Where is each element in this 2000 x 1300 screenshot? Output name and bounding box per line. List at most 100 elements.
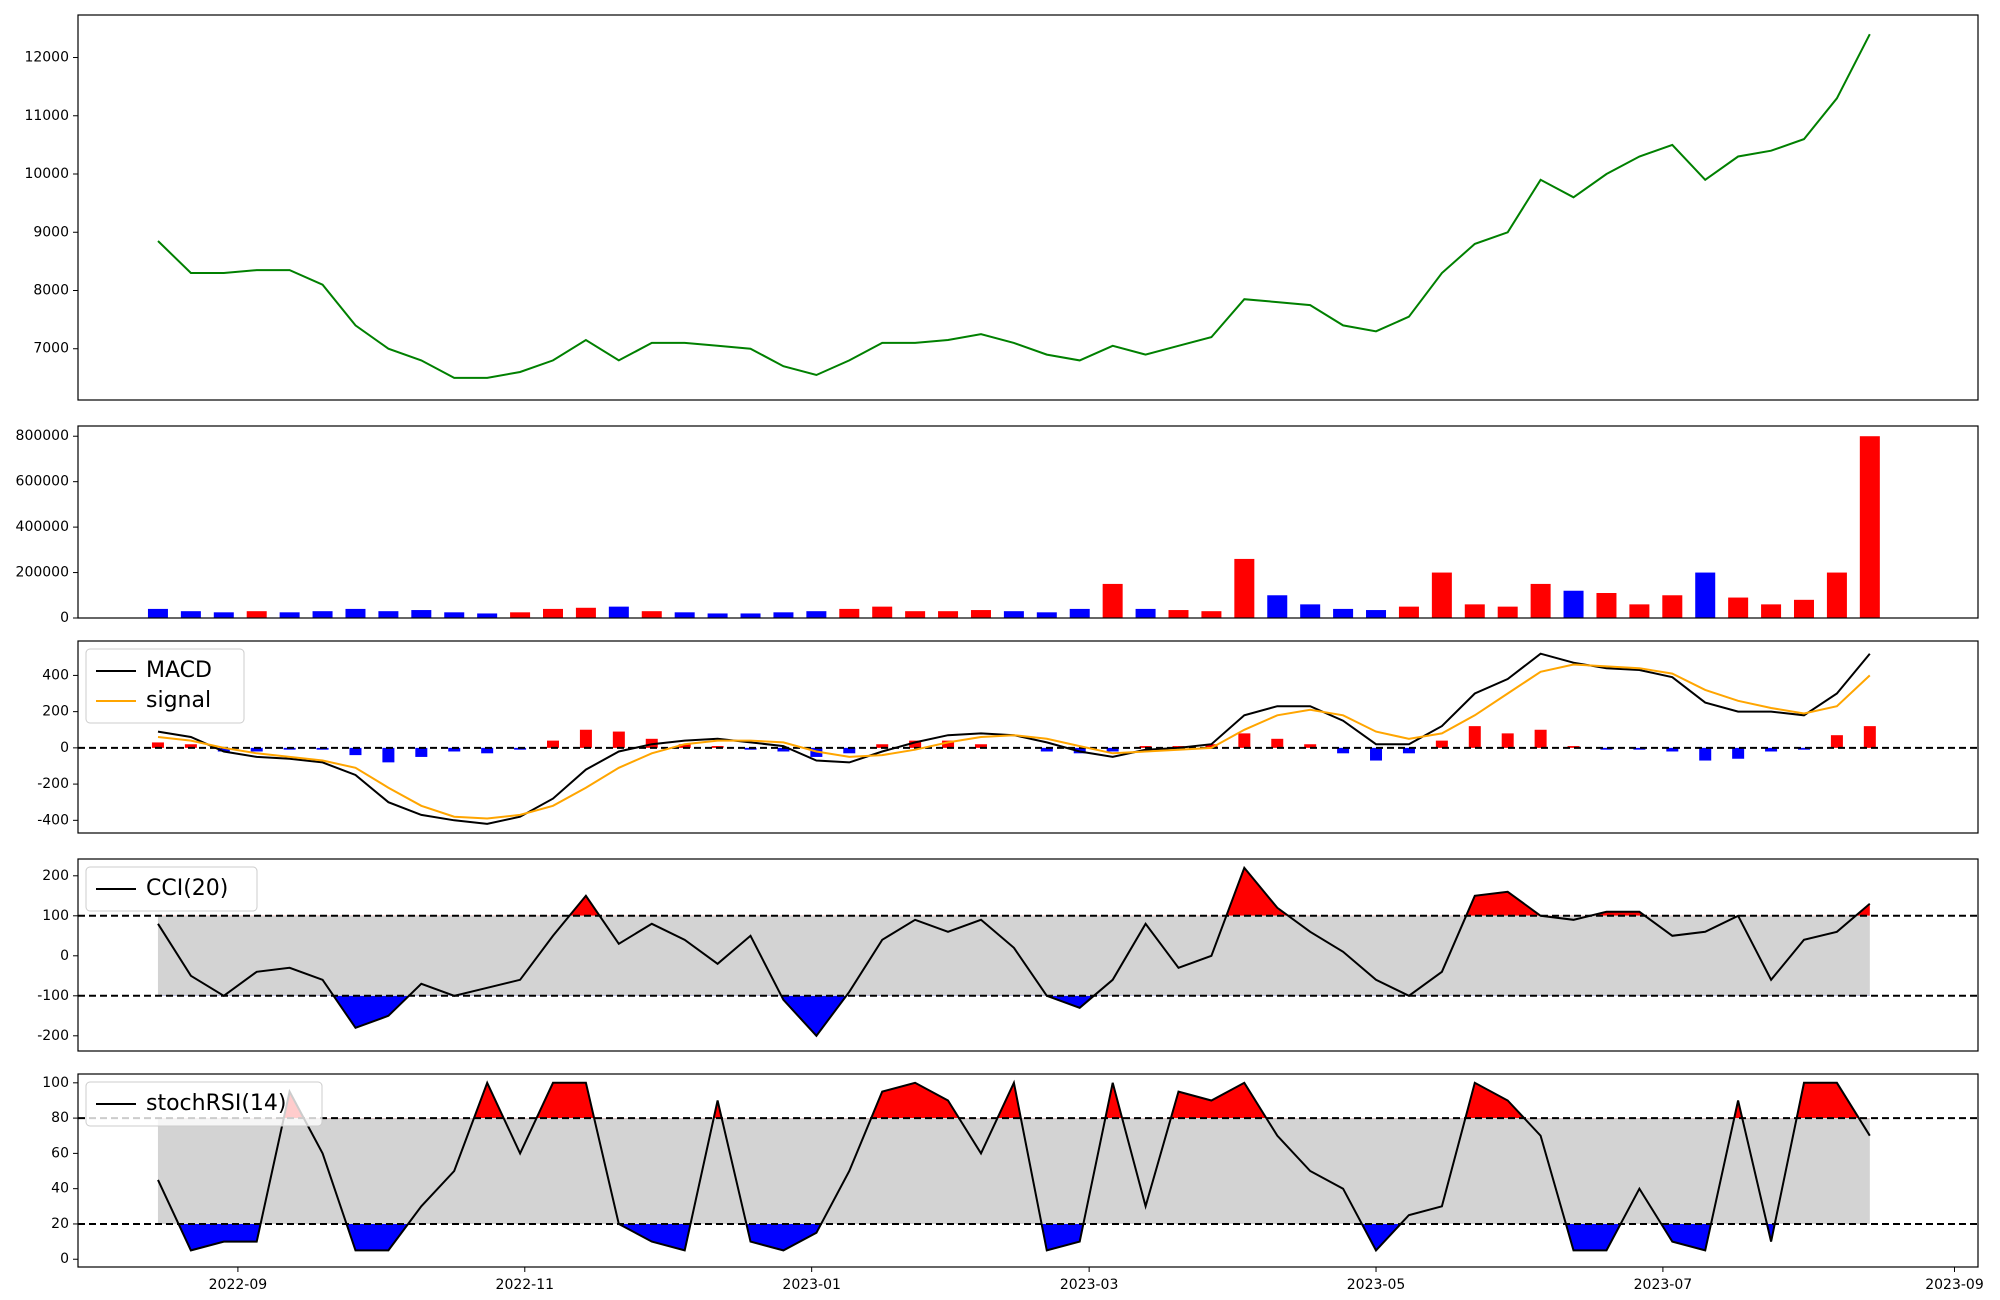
histogram-bar [1633,747,1646,750]
indicator-line [157,652,1871,825]
indicator-line [157,865,1871,1038]
volume-bar [970,610,991,618]
volume-bar [1102,583,1123,618]
histogram-bar [1106,747,1119,752]
y-tick-label: 8000 [33,282,69,298]
y-tick-label: -200 [37,1028,69,1044]
legend-box [85,866,258,912]
y-tick-label: 0 [60,1251,69,1267]
volume-bar [1497,606,1518,618]
volume-bar [1398,606,1419,618]
volume-bar [1003,611,1024,618]
y-tick-label: 40 [51,1181,69,1197]
volume-bar [1069,608,1090,618]
y-tick-label: 400 [42,667,69,683]
volume-bar [1333,608,1354,618]
volume-bar [345,608,366,618]
legend-label: MACD [146,658,212,683]
y-tick-label: 20 [51,1216,69,1232]
volume-bar [1859,436,1880,618]
histogram-bar [151,742,164,748]
volume-bar [411,610,432,618]
volume-bar [1530,583,1551,618]
histogram-bar [1205,744,1218,748]
volume-bar [444,612,465,618]
volume-bar [806,611,827,618]
volume-bar [1431,572,1452,618]
volume-bar [740,613,761,618]
volume-bar [477,613,498,618]
legend-box [85,648,245,724]
volume-bar [1300,604,1321,618]
panel-frame [77,858,1979,1052]
volume-bar [674,612,695,618]
panel-frame [77,640,1979,834]
histogram-bar [217,747,230,752]
volume-bar [1201,611,1222,618]
histogram-bar [349,747,362,756]
histogram-bar [909,740,922,748]
volume-bar [1563,590,1584,618]
histogram-bar [1271,738,1284,748]
volume-bar [608,606,629,618]
volume-bar [246,611,267,618]
histogram-bar [777,747,790,752]
panel-frame [77,14,1979,401]
volume-bar [707,613,728,618]
histogram-bar [250,747,263,752]
histogram-bar [1699,747,1712,761]
histogram-bar [1337,747,1350,754]
histogram-bar [1666,747,1679,752]
histogram-bar [1830,735,1843,748]
y-tick-label: 12000 [24,50,69,66]
y-tick-label: 100 [42,908,69,924]
x-tick-label: 2023-05 [1347,1277,1406,1293]
volume-bar [213,612,234,618]
y-tick-label: -400 [37,812,69,828]
volume-bar [312,611,333,618]
x-tick-label: 2022-11 [496,1277,555,1293]
panel-frame [77,425,1979,619]
panel-frame [77,1073,1979,1268]
legend-label: CCI(20) [146,876,228,901]
volume-bar [773,612,794,618]
threshold-band [157,915,1870,996]
volume-bar [839,608,860,618]
histogram-bar [1567,746,1580,748]
y-tick-label: 9000 [33,224,69,240]
legend-box [85,1081,323,1127]
volume-bar [1793,599,1814,618]
y-tick-label: 600000 [16,474,69,490]
y-tick-label: 0 [60,948,69,964]
y-tick-label: 400000 [16,519,69,535]
volume-bar [1728,597,1749,618]
volume-bar [905,611,926,618]
volume-bar [1826,572,1847,618]
y-tick-label: 0 [60,610,69,626]
volume-bar [1366,610,1387,618]
volume-bar [575,607,596,618]
histogram-bar [1534,729,1547,748]
price-line [157,33,1871,379]
y-tick-label: 800000 [16,428,69,444]
histogram-bar [1600,747,1613,750]
volume-bar [279,612,300,618]
volume-bar [1662,595,1683,618]
histogram-bar [481,747,494,754]
y-tick-label: 60 [51,1145,69,1161]
histogram-bar [547,740,559,748]
histogram-bar [1765,747,1778,752]
volume-bar [1135,608,1156,618]
histogram-bar [1501,733,1514,748]
histogram-bar [184,744,197,748]
volume-bar [872,606,893,618]
histogram-bar [1238,733,1251,748]
volume-bar [147,608,168,618]
volume-bar [510,612,531,618]
histogram-bar [415,747,428,757]
volume-bar [641,611,662,618]
volume-bar [1234,558,1255,618]
histogram-bar [1304,744,1317,748]
histogram-bar [1370,747,1383,761]
